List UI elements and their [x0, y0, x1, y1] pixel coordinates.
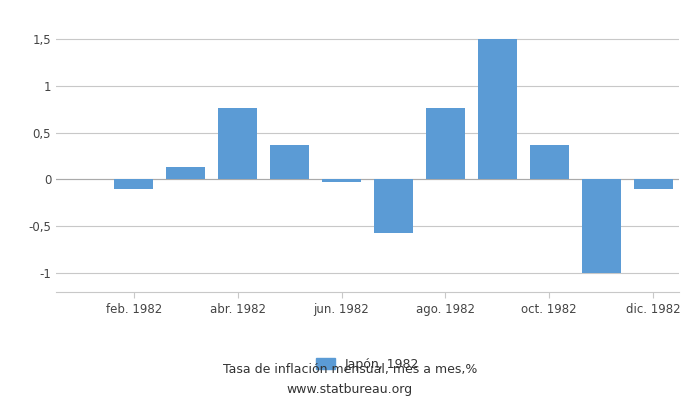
Text: www.statbureau.org: www.statbureau.org: [287, 384, 413, 396]
Bar: [530, 145, 568, 180]
Text: Tasa de inflación mensual, mes a mes,%: Tasa de inflación mensual, mes a mes,%: [223, 364, 477, 376]
Bar: [634, 180, 673, 189]
Bar: [114, 180, 153, 189]
Bar: [322, 180, 361, 182]
Bar: [218, 108, 257, 180]
Bar: [374, 180, 413, 233]
Bar: [582, 180, 621, 273]
Bar: [478, 39, 517, 180]
Bar: [270, 145, 309, 180]
Bar: [426, 108, 465, 180]
Legend: Japón, 1982: Japón, 1982: [316, 358, 419, 371]
Bar: [167, 167, 205, 180]
